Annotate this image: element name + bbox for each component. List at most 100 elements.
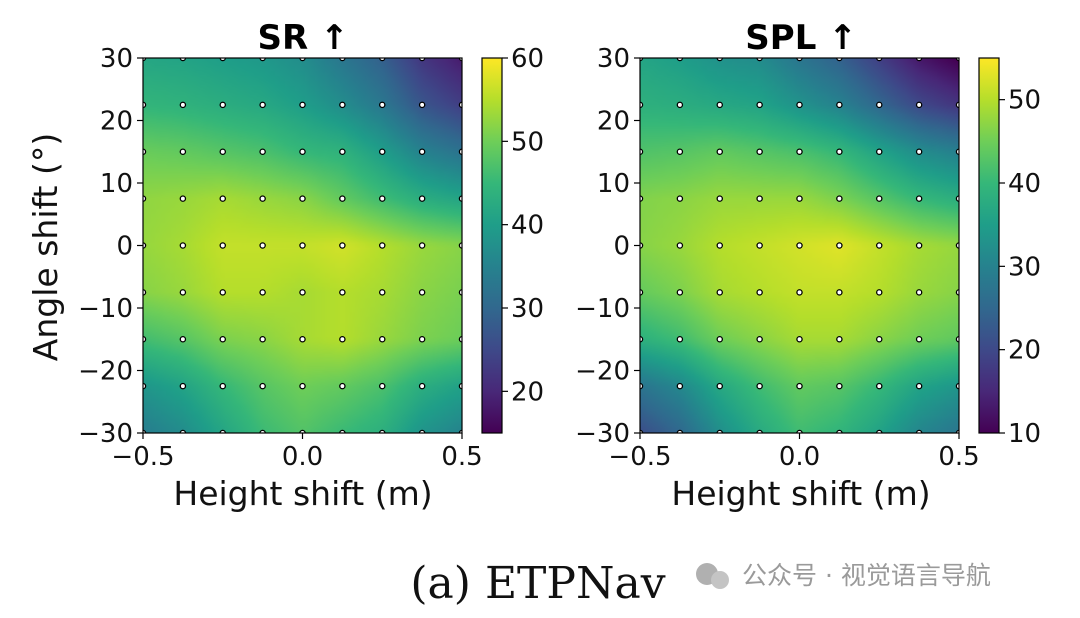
sample-point <box>179 335 187 343</box>
sample-point <box>299 101 306 109</box>
sample-point <box>378 101 386 109</box>
sample-point <box>259 289 266 296</box>
sample-point <box>299 335 306 343</box>
spl-x-axis-label: Height shift (m) <box>671 474 930 513</box>
y-axis-label: Angle shift (°) <box>26 133 65 361</box>
sample-point <box>756 195 763 202</box>
sample-point <box>219 382 226 390</box>
sample-point <box>418 101 426 109</box>
sample-point <box>259 101 266 109</box>
sample-point <box>179 148 187 155</box>
sample-point <box>418 335 426 343</box>
sample-point <box>378 242 386 249</box>
sample-point <box>876 148 883 155</box>
sample-point <box>259 195 266 202</box>
x-tick-label: 0.0 <box>779 442 820 472</box>
sample-point <box>756 148 763 155</box>
y-tick-label: 0 <box>116 232 133 262</box>
sample-point <box>676 101 684 109</box>
sample-point <box>219 101 226 109</box>
y-tick-label: 10 <box>597 169 630 199</box>
sample-point <box>339 382 346 390</box>
sample-point <box>259 148 266 155</box>
colorbar-tick-label: 40 <box>511 211 544 241</box>
sample-point <box>676 242 684 249</box>
spl-panel: SPL ↑ Height shift (m) 30 20 10 0 −10 −20 −30−… <box>575 18 1041 513</box>
sample-point <box>179 382 187 390</box>
sample-point <box>339 335 346 343</box>
sample-point <box>219 148 226 155</box>
x-tick-label: −0.5 <box>111 442 174 472</box>
sample-point <box>796 195 803 202</box>
sample-point <box>418 148 426 155</box>
y-tick-label: 10 <box>100 169 133 199</box>
sample-point <box>955 289 959 296</box>
sample-point <box>915 101 923 109</box>
sample-point <box>378 382 386 390</box>
sample-point <box>716 195 724 202</box>
sample-point <box>378 148 386 155</box>
sample-point <box>836 148 843 155</box>
sample-point <box>836 289 843 296</box>
sample-point <box>836 335 843 343</box>
y-tick-label: −30 <box>575 419 630 449</box>
y-tick-label: 30 <box>597 44 630 74</box>
sample-point <box>676 335 684 343</box>
sample-point <box>955 382 959 390</box>
sample-point <box>418 289 426 296</box>
sample-point <box>955 195 959 202</box>
sample-point <box>143 242 147 249</box>
sample-point <box>219 195 226 202</box>
sample-point <box>299 289 306 296</box>
spl-chart-title: SPL ↑ <box>745 18 856 58</box>
sample-point <box>756 101 763 109</box>
sample-point <box>876 382 883 390</box>
colorbar-tick-label: 20 <box>1008 336 1041 366</box>
sample-point <box>836 382 843 390</box>
y-tick-label: −30 <box>78 419 133 449</box>
colorbar-tick-label: 30 <box>1008 252 1041 282</box>
sample-point <box>796 382 803 390</box>
sample-point <box>676 289 684 296</box>
sample-point <box>143 195 147 202</box>
colorbar-tick-label: 20 <box>511 377 544 407</box>
sample-point <box>836 101 843 109</box>
watermark: 公众号 · 视觉语言导航 <box>696 561 991 590</box>
sample-point <box>716 289 724 296</box>
sample-point <box>876 242 883 249</box>
sample-point <box>796 289 803 296</box>
sample-point <box>915 195 923 202</box>
sample-point <box>915 289 923 296</box>
sample-point <box>676 195 684 202</box>
sample-point <box>219 335 226 343</box>
y-tick-label: −10 <box>78 294 133 324</box>
sample-points <box>640 58 959 433</box>
sample-point <box>143 289 147 296</box>
colorbar-tick-label: 10 <box>1008 419 1041 449</box>
sample-point <box>915 335 923 343</box>
sample-point <box>756 289 763 296</box>
colorbar-tick-label: 50 <box>511 127 544 157</box>
sample-point <box>915 148 923 155</box>
y-tick-label: 30 <box>100 44 133 74</box>
sample-point <box>339 101 346 109</box>
sample-point <box>716 335 724 343</box>
sample-point <box>955 148 959 155</box>
sample-point <box>299 382 306 390</box>
sample-point <box>259 335 266 343</box>
colorbar <box>481 57 503 434</box>
sample-point <box>836 195 843 202</box>
x-tick-label: −0.5 <box>608 442 671 472</box>
sample-point <box>716 148 724 155</box>
sample-point <box>339 195 346 202</box>
sample-point <box>796 335 803 343</box>
sample-point <box>796 101 803 109</box>
sr-x-axis-label: Height shift (m) <box>173 474 432 513</box>
sample-point <box>796 148 803 155</box>
sample-point <box>716 101 724 109</box>
sample-point <box>876 195 883 202</box>
sample-point <box>676 148 684 155</box>
sample-point <box>179 195 187 202</box>
